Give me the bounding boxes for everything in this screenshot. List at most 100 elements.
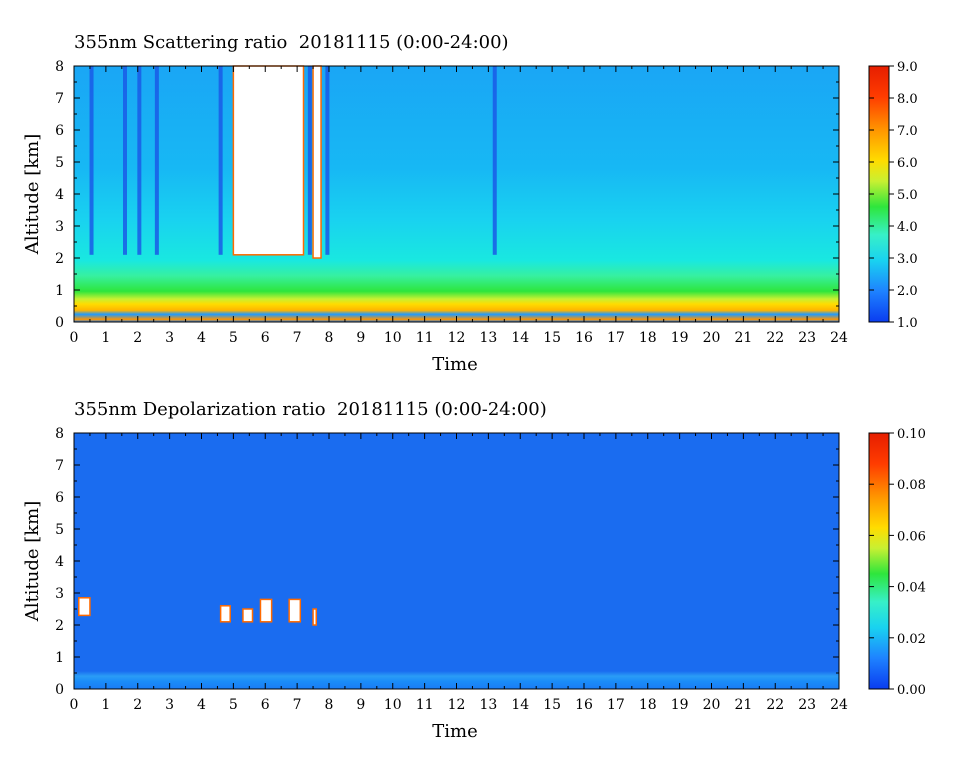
x-tick-label: 19 <box>671 330 689 346</box>
x-tick-label: 23 <box>798 330 816 346</box>
y-tick-label: 4 <box>55 187 64 203</box>
y-tick-label: 6 <box>55 490 64 506</box>
colorbar-tick-label: 8.0 <box>897 92 918 107</box>
cloud-region <box>259 598 273 623</box>
x-tick-label: 24 <box>830 330 848 346</box>
x-tick-label: 5 <box>229 697 238 713</box>
x-tick-label: 3 <box>165 697 174 713</box>
y-tick-label: 8 <box>55 59 64 75</box>
colorbar-tick-label: 0.04 <box>897 581 926 596</box>
x-axis-label: Time <box>432 354 477 375</box>
y-tick-label: 3 <box>55 219 64 235</box>
x-tick-label: 16 <box>575 330 593 346</box>
colorbar-tick-label: 9.0 <box>897 60 918 75</box>
x-tick-label: 2 <box>133 330 142 346</box>
depolarization-ratio-panel: 0 1 2 3 4 5 6 7 8 9 10 11 12 13 14 15 16 17 18 19 20 21 22 23 24… <box>22 426 926 742</box>
x-tick-label: 11 <box>416 330 434 346</box>
cloud-region <box>219 605 231 623</box>
scattering-ratio-field <box>74 66 839 322</box>
x-tick-label: 17 <box>607 330 625 346</box>
colorbar-tick-label: 0.00 <box>897 683 926 698</box>
x-tick-label: 7 <box>293 697 302 713</box>
x-tick-label: 18 <box>639 697 657 713</box>
cloud-region <box>288 598 302 623</box>
y-tick-label: 2 <box>55 618 64 634</box>
x-tick-label: 1 <box>101 330 110 346</box>
y-tick-label: 4 <box>55 554 64 570</box>
y-axis-label: Altitude [km] <box>22 501 43 623</box>
x-tick-label: 20 <box>703 330 721 346</box>
y-tick-label: 0 <box>55 315 64 331</box>
x-tick-label: 6 <box>261 697 270 713</box>
depolarization-ratio-colorbar <box>868 432 890 690</box>
y-axis-label: Altitude [km] <box>22 134 43 256</box>
x-tick-label: 10 <box>384 330 402 346</box>
x-tick-label: 4 <box>197 697 206 713</box>
gap-streak <box>137 66 142 255</box>
y-tick-label: 1 <box>55 650 64 666</box>
cloud-region <box>312 65 322 259</box>
x-tick-label: 21 <box>734 330 752 346</box>
x-tick-label: 12 <box>448 697 466 713</box>
x-tick-label: 0 <box>70 330 79 346</box>
x-tick-label: 5 <box>229 330 238 346</box>
colorbar-tick-label: 3.0 <box>897 252 918 267</box>
x-tick-label: 22 <box>766 330 784 346</box>
colorbar-tick-label: 5.0 <box>897 188 918 203</box>
y-tick-label: 5 <box>55 522 64 538</box>
x-tick-label: 13 <box>479 330 497 346</box>
x-tick-label: 6 <box>261 330 270 346</box>
y-tick-label: 3 <box>55 586 64 602</box>
colorbar-tick-label: 0.10 <box>897 427 926 442</box>
x-tick-label: 12 <box>448 330 466 346</box>
x-tick-label: 9 <box>356 330 365 346</box>
x-tick-label: 1 <box>101 697 110 713</box>
x-tick-label: 21 <box>734 697 752 713</box>
colorbar-tick-label: 0.02 <box>897 632 926 647</box>
y-tick-label: 2 <box>55 251 64 267</box>
depolarization-ratio-field <box>74 433 839 689</box>
x-tick-label: 7 <box>293 330 302 346</box>
x-tick-label: 18 <box>639 330 657 346</box>
x-tick-label: 20 <box>703 697 721 713</box>
colorbar-tick-label: 7.0 <box>897 124 918 139</box>
x-axis-label: Time <box>432 721 477 742</box>
x-tick-label: 17 <box>607 697 625 713</box>
x-tick-label: 15 <box>543 330 561 346</box>
y-tick-label: 7 <box>55 91 64 107</box>
colorbar-tick-label: 0.08 <box>897 478 926 493</box>
gap-streak <box>89 66 94 255</box>
cloud-region <box>312 608 317 626</box>
gap-streak <box>218 66 223 255</box>
cloud-region <box>242 608 254 623</box>
x-tick-label: 13 <box>479 697 497 713</box>
colorbar-tick-label: 4.0 <box>897 220 918 235</box>
gap-streak <box>492 66 497 255</box>
y-tick-label: 7 <box>55 458 64 474</box>
x-tick-label: 8 <box>325 697 334 713</box>
gap-streak <box>307 66 312 255</box>
gap-streak <box>325 66 330 255</box>
y-tick-label: 8 <box>55 426 64 442</box>
x-tick-label: 14 <box>511 697 529 713</box>
x-tick-label: 14 <box>511 330 529 346</box>
x-tick-label: 11 <box>416 697 434 713</box>
x-tick-label: 15 <box>543 697 561 713</box>
scattering-ratio-panel: 0 1 2 3 4 5 6 7 8 9 10 11 12 13 14 15 16 17 18 19 20 21 22 23 24… <box>22 59 918 375</box>
x-tick-label: 8 <box>325 330 334 346</box>
colorbar-tick-label: 1.0 <box>897 316 918 331</box>
colorbar-tick-label: 2.0 <box>897 284 918 299</box>
colorbar-tick-label: 0.06 <box>897 529 926 544</box>
x-tick-label: 10 <box>384 697 402 713</box>
y-tick-label: 1 <box>55 283 64 299</box>
gap-streak <box>154 66 159 255</box>
colorbar-tick-label: 6.0 <box>897 156 918 171</box>
gap-streak <box>123 66 127 255</box>
cloud-region <box>78 597 91 617</box>
x-tick-label: 19 <box>671 697 689 713</box>
x-tick-label: 3 <box>165 330 174 346</box>
top-chart-title: 355nm Scattering ratio 20181115 (0:00-24… <box>74 32 509 53</box>
x-tick-label: 4 <box>197 330 206 346</box>
x-tick-label: 23 <box>798 697 816 713</box>
